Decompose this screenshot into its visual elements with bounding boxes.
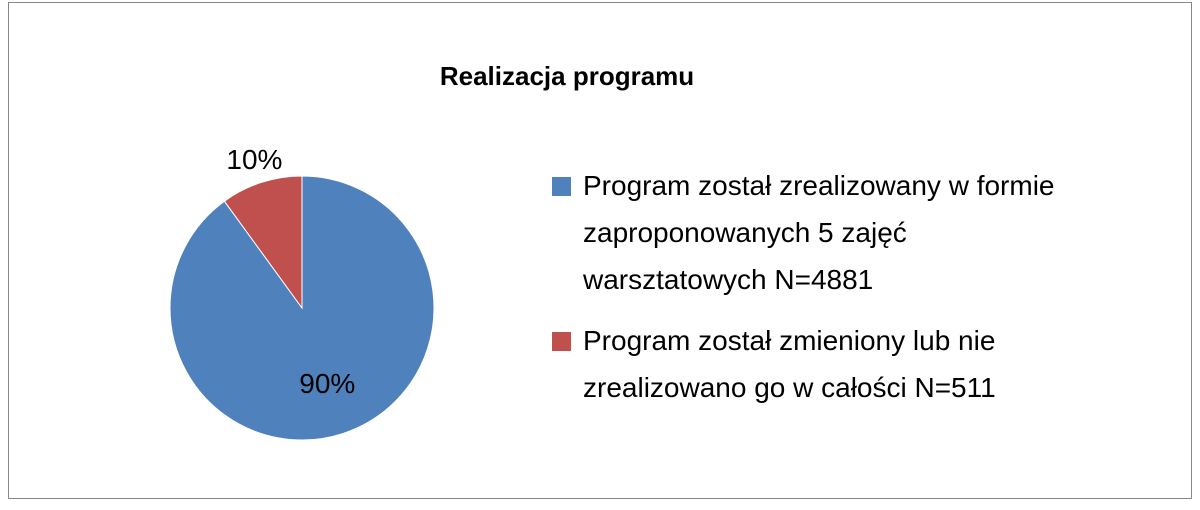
legend: Program został zrealizowany w formie zap… — [552, 162, 1092, 425]
data-label: 10% — [226, 144, 282, 175]
chart-title: Realizacja programu — [440, 61, 694, 91]
pie-slice — [223, 175, 303, 310]
data-label: 90% — [299, 368, 355, 399]
legend-swatch — [552, 177, 571, 196]
legend-swatch — [552, 332, 571, 351]
legend-label: Program został zmieniony lub nie zrealiz… — [583, 325, 996, 403]
legend-entry: Program został zmieniony lub nie zrealiz… — [552, 317, 1092, 411]
legend-label: Program został zrealizowany w formie zap… — [583, 170, 1055, 295]
legend-entry: Program został zrealizowany w formie zap… — [552, 162, 1092, 303]
